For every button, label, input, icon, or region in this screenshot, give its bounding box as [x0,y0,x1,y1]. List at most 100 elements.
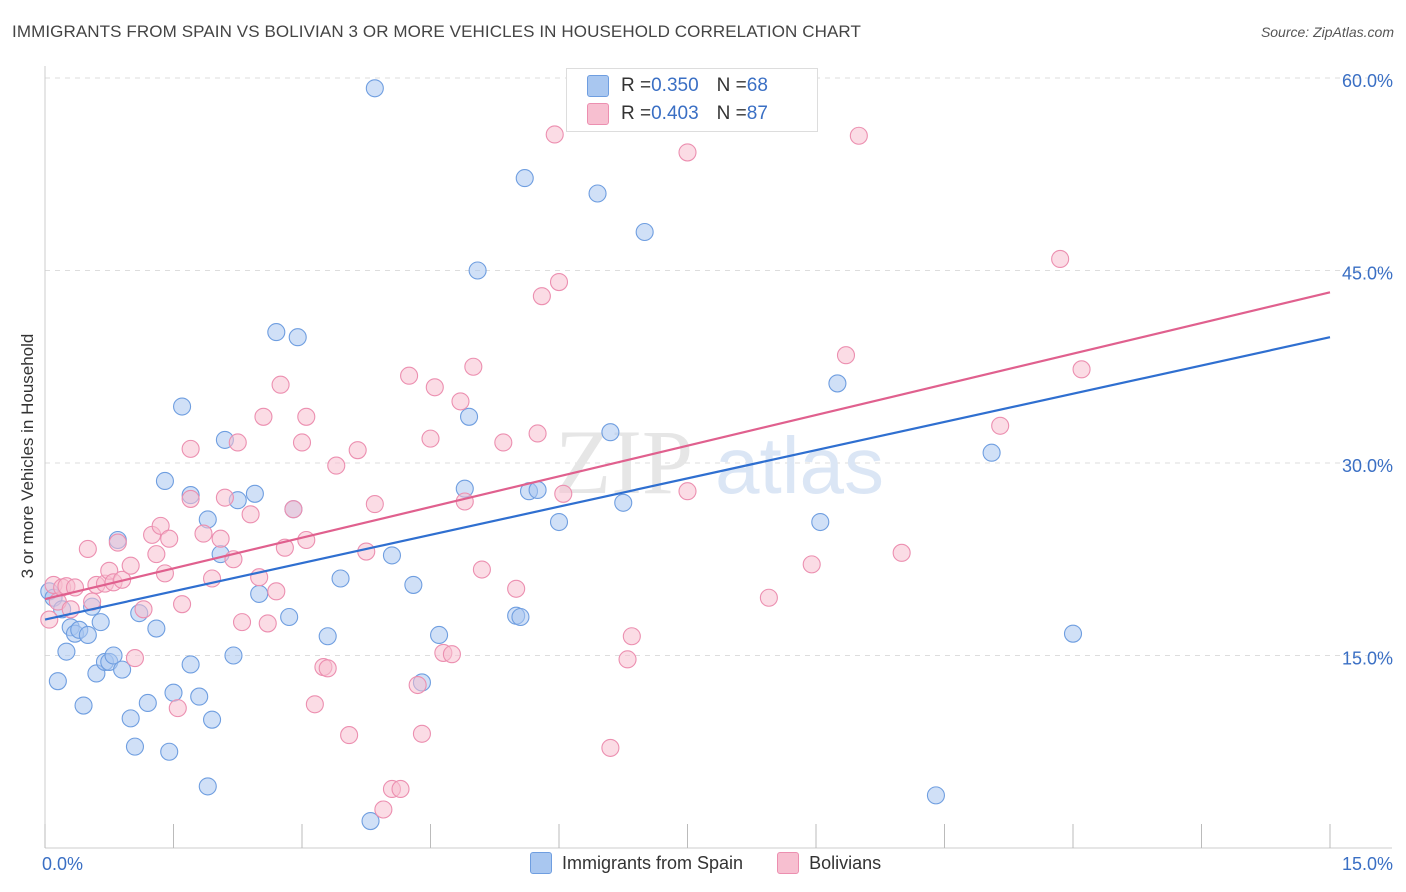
n-value: 68 [746,75,768,96]
x-tick-label: 15.0% [1342,854,1393,874]
spain-point [982,443,1001,462]
spain-point [48,672,67,691]
bolivia-point [400,366,419,385]
spain-point [828,374,847,393]
spain-point [459,407,479,426]
bolivia-point [215,488,234,507]
r-value: 0.350 [651,75,699,96]
bolivia-point [678,143,697,162]
bolivia-point [408,675,427,695]
bolivia-point [618,650,637,669]
legend-label-bolivia: Bolivians [809,852,882,873]
bolivia-point [173,595,192,614]
bolivia-point [554,484,573,503]
axes [44,66,1392,849]
spain-point [147,619,166,638]
bolivia-point [228,433,247,452]
bolivia-point [108,533,127,552]
bolivia-point [181,489,200,508]
n-value: 87 [746,103,768,124]
bolivia-point [297,407,316,426]
series-legend: Immigrants from Spain Bolivians [530,852,881,874]
bolivia-point [451,392,470,411]
spain-point [57,642,76,661]
bolivia-legend-swatch [777,852,800,874]
bolivia-point [678,482,697,501]
spain-point [203,710,222,729]
bolivia-point [125,649,144,668]
spain-trend-line [44,336,1331,621]
bolivia-point [601,738,620,757]
spain-point [160,742,179,761]
spain-point [361,811,380,831]
bolivia-point [297,530,316,550]
legend-item-spain: Immigrants from Spain [530,852,743,874]
bolivia-point [455,492,474,511]
bolivia-point [1051,249,1070,269]
bolivia-point [232,613,252,632]
bolivia-point [147,545,166,564]
r-label: R = [621,75,652,96]
r-label: R = [621,103,652,124]
spain-point [250,584,269,603]
spain-point [588,184,607,203]
spain-point [288,328,307,347]
bolivia-point [168,699,187,718]
spain-point [1063,624,1083,643]
bolivia-point [181,439,200,458]
bolivia-point [494,433,513,452]
bolivia-point [892,543,911,562]
bolivia-point [412,724,431,743]
spain-point [404,575,423,594]
spain-point [365,79,384,98]
r-value: 0.403 [651,103,699,124]
bolivia-point [284,500,303,519]
bolivia-point [759,588,778,607]
legend-item-bolivia: Bolivians [777,852,881,874]
bolivia-point [348,441,367,460]
spain-point [280,607,299,627]
x-tick-label: 0.0% [42,854,83,874]
spain-point [468,261,487,280]
stats-legend: R = 0.350 N = 68 R = 0.403 N = 87 [566,68,818,132]
bolivia-point [241,505,260,524]
spain-swatch [587,75,609,97]
bolivia-point [365,495,384,514]
bolivia-point [374,800,393,819]
bolivia-point [254,407,273,426]
bolivia-point [802,555,821,574]
bolivia-point [292,433,312,452]
tick-labels: 15.0% 30.0% 45.0% 60.0% 0.0% 15.0% [42,71,1393,874]
bolivia-point [160,529,179,548]
spain-point [224,646,243,665]
bolivia-point [425,378,444,397]
y-tick-label: 30.0% [1342,456,1393,476]
bolivia-point [357,542,376,561]
spain-point [511,607,530,627]
y-tick-label: 45.0% [1342,264,1393,284]
spain-point [138,693,157,713]
spain-point [173,397,192,416]
bolivia-trend-line [44,291,1331,601]
data-points [40,79,1091,831]
n-label: N = [716,103,747,124]
bolivia-point [464,357,483,376]
bolivia-point [340,726,359,745]
spain-point [331,569,350,588]
bolivia-point [267,582,286,601]
spain-point [198,777,217,796]
spain-point [926,786,945,805]
spain-point [78,625,97,645]
bolivia-point [549,272,569,292]
trend-lines [44,291,1331,621]
watermark-atlas: atlas [715,421,884,510]
bolivia-point [1072,360,1091,379]
bolivia-point [507,579,526,598]
spain-legend-swatch [530,852,552,874]
spain-point [125,737,144,756]
spain-point [549,512,569,532]
bolivia-point [528,424,547,443]
bolivia-point [271,375,290,394]
y-axis-label: 3 or more Vehicles in Household [18,333,37,579]
source-label: Source: ZipAtlas.com [1260,24,1394,40]
